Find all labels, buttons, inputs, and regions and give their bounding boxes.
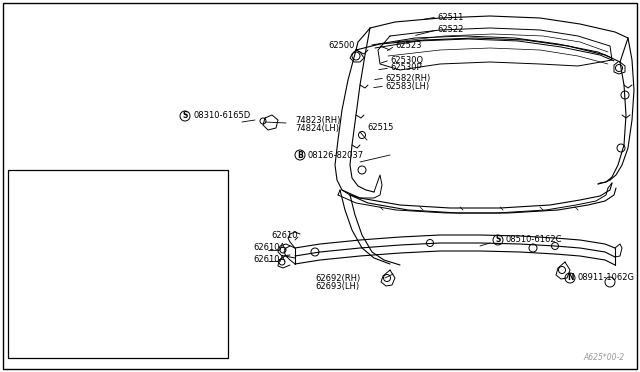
- Text: 62530P: 62530P: [390, 64, 422, 73]
- Text: 62610D: 62610D: [118, 250, 148, 260]
- Text: 74824(LH): 74824(LH): [295, 124, 339, 132]
- Text: 62611F: 62611F: [88, 266, 116, 275]
- Text: 62611H: 62611H: [72, 250, 102, 260]
- Text: 62583(LH): 62583(LH): [385, 81, 429, 90]
- Text: 74823(RH): 74823(RH): [295, 115, 340, 125]
- Text: 62692(RH): 62692(RH): [315, 273, 360, 282]
- Text: 62610N: 62610N: [14, 282, 44, 291]
- Text: 62535E: 62535E: [148, 283, 177, 292]
- Text: 62611J(LH): 62611J(LH): [122, 305, 164, 314]
- Text: 08510-6162C: 08510-6162C: [506, 235, 563, 244]
- Text: B: B: [297, 151, 303, 160]
- Text: 62693(LH): 62693(LH): [315, 282, 359, 292]
- Text: 62515: 62515: [367, 124, 394, 132]
- Bar: [8, 170, 228, 358]
- Text: 08310-6165D: 08310-6165D: [193, 112, 250, 121]
- Text: 62610A: 62610A: [253, 244, 285, 253]
- Text: S: S: [495, 235, 500, 244]
- Text: 08911-1062G: 08911-1062G: [578, 273, 635, 282]
- Text: 62511: 62511: [437, 13, 463, 22]
- Text: S: S: [182, 112, 188, 121]
- Text: 62500: 62500: [328, 42, 355, 51]
- Text: 62582(RH): 62582(RH): [385, 74, 430, 83]
- Text: [0788]: [0788]: [190, 178, 220, 187]
- Text: 08126-82037: 08126-82037: [308, 151, 364, 160]
- Text: 62522: 62522: [437, 26, 463, 35]
- Text: A625*00-2: A625*00-2: [584, 353, 625, 362]
- Text: 62530Q: 62530Q: [390, 55, 423, 64]
- Text: 62610J(RH): 62610J(RH): [122, 295, 166, 305]
- Text: 62523: 62523: [395, 42, 422, 51]
- Text: 62610: 62610: [271, 231, 298, 240]
- Text: N: N: [567, 273, 573, 282]
- Text: 62610A: 62610A: [253, 254, 285, 263]
